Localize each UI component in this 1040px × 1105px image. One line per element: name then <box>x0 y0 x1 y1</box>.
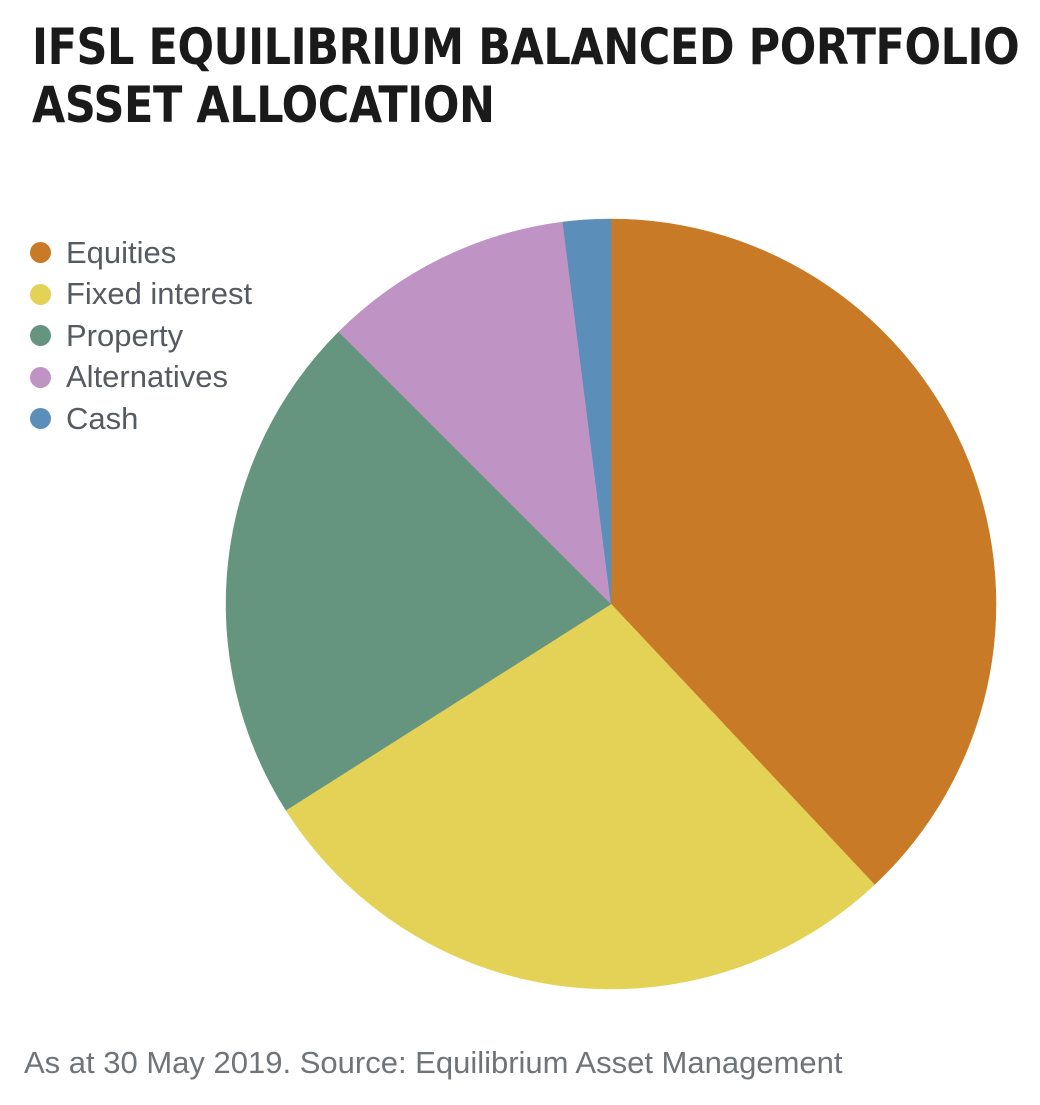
legend-item-fixed-interest: Fixed interest <box>30 274 252 316</box>
legend-item-property: Property <box>30 315 252 357</box>
legend-label-fixed-interest: Fixed interest <box>66 276 253 312</box>
legend-label-equities: Equities <box>66 234 177 270</box>
legend-item-alternatives: Alternatives <box>30 357 252 399</box>
legend-item-cash: Cash <box>30 398 252 440</box>
pie-slice-fixed-interest <box>285 603 875 990</box>
chart-title-line-2: ASSET ALLOCATION <box>32 76 495 134</box>
source-note: As at 30 May 2019. Source: Equilibrium A… <box>24 1045 843 1080</box>
legend-label-cash: Cash <box>66 400 139 436</box>
legend-swatch-property <box>30 325 51 347</box>
pie-slice-alternatives <box>338 221 612 605</box>
legend-swatch-cash <box>30 408 51 430</box>
chart-title: IFSL EQUILIBRIUM BALANCED PORTFOLIO ASSE… <box>32 18 1020 134</box>
legend-swatch-alternatives <box>30 366 51 388</box>
chart-legend: Equities Fixed interest Property Alterna… <box>30 232 252 440</box>
legend-item-equities: Equities <box>30 232 252 274</box>
legend-label-alternatives: Alternatives <box>66 359 228 395</box>
pie-slice-cash <box>562 218 612 605</box>
pie-slices <box>225 218 997 990</box>
legend-swatch-fixed-interest <box>30 283 51 305</box>
pie-slice-equities <box>610 218 997 886</box>
chart-title-line-1: IFSL EQUILIBRIUM BALANCED PORTFOLIO <box>32 18 1020 76</box>
pie-slice-property <box>225 331 612 811</box>
legend-label-property: Property <box>66 317 184 353</box>
legend-swatch-equities <box>30 242 51 264</box>
